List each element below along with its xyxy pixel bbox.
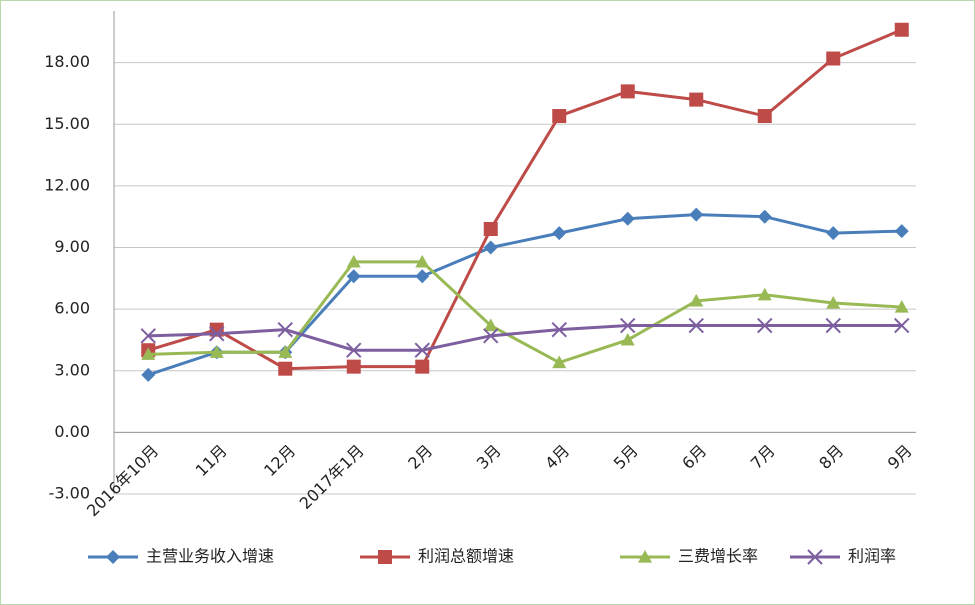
marker [346,254,361,268]
marker [415,359,430,374]
marker [277,321,293,338]
marker [346,359,361,374]
marker [757,317,773,334]
marker [278,345,293,358]
marker [688,317,704,334]
marker [551,321,567,338]
marker [141,367,156,382]
series [141,22,909,376]
marker [483,222,498,237]
y-tick-label: 9.00 [54,237,90,256]
marker [689,293,704,307]
marker [483,328,499,344]
marker [278,361,293,376]
legend-label: 利润总额增速 [418,547,514,566]
marker [620,211,635,226]
legend-marker [807,549,823,565]
marker [894,224,909,239]
y-tick-label: 0.00 [54,422,90,441]
y-tick-label: 12.00 [44,175,90,194]
marker [620,317,636,334]
marker [414,342,430,358]
y-tick-label: 6.00 [54,299,90,318]
marker [346,269,361,284]
marker [483,318,498,332]
marker [825,317,841,334]
marker [141,347,156,360]
marker [620,84,635,99]
marker [346,342,362,358]
marker [483,240,498,255]
legend-label: 利润率 [848,547,896,566]
marker [894,317,910,334]
y-tick-label: 3.00 [54,360,90,379]
marker [415,254,430,268]
line [148,324,902,352]
marker [415,269,430,284]
series [140,317,910,358]
y-tick-label: -3.00 [49,484,90,503]
series [141,254,909,369]
legend-marker [378,550,392,564]
marker [209,326,225,342]
marker [689,207,704,222]
marker [552,226,567,241]
marker [826,295,841,309]
marker [689,92,704,107]
marker [826,51,841,66]
marker [894,22,909,37]
marker [894,300,909,313]
line [148,260,902,365]
legend-marker [638,550,652,563]
legend-label: 主营业务收入增速 [146,547,274,566]
marker [757,209,772,224]
legend-marker [106,550,120,564]
marker [209,345,224,358]
marker [552,109,567,124]
y-tick-label: 18.00 [44,52,90,71]
marker [620,332,635,346]
marker [757,287,772,301]
marker [757,109,772,124]
marker [552,355,567,369]
y-tick-label: 15.00 [44,114,90,133]
marker [826,226,841,241]
line [147,28,903,371]
legend-label: 三费增长率 [678,547,758,566]
marker [140,328,156,344]
